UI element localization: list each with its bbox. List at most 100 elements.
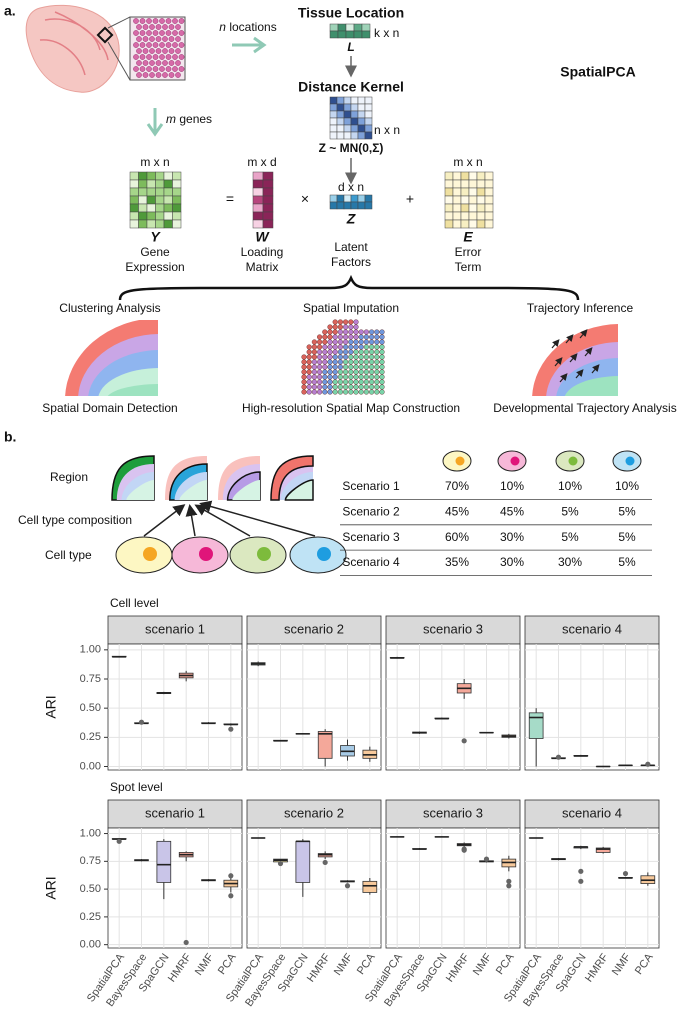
x-tick-label: PCA bbox=[494, 951, 517, 977]
nucleus bbox=[143, 547, 157, 561]
matrix-cell bbox=[336, 117, 345, 126]
matrix-cell bbox=[155, 171, 165, 181]
strip bbox=[385, 799, 521, 829]
box bbox=[295, 840, 311, 883]
spot bbox=[165, 30, 172, 36]
outlier bbox=[228, 726, 234, 732]
matrix-cell bbox=[146, 211, 156, 221]
spot bbox=[146, 54, 152, 60]
y-tick-label: 0.25 bbox=[80, 731, 101, 743]
matrix-cell bbox=[357, 110, 366, 119]
matrix-cell bbox=[452, 219, 462, 229]
arrow-label: m genes bbox=[166, 112, 212, 126]
spot bbox=[379, 329, 385, 335]
spot bbox=[175, 36, 181, 42]
spot bbox=[358, 369, 364, 375]
matrix-cell bbox=[146, 179, 156, 189]
strip bbox=[524, 615, 660, 645]
spot bbox=[374, 389, 380, 395]
spot bbox=[149, 60, 155, 66]
outlier bbox=[138, 719, 145, 725]
spot bbox=[322, 334, 328, 340]
matrix-cell bbox=[146, 195, 156, 205]
matrix-dims: m x n bbox=[453, 155, 482, 169]
spot bbox=[142, 72, 149, 78]
distance-kernel-title: Distance Kernel bbox=[298, 79, 404, 95]
spot bbox=[168, 48, 175, 54]
matrix bbox=[129, 171, 182, 229]
nucleus bbox=[257, 547, 271, 561]
spot bbox=[301, 369, 307, 375]
variable: m bbox=[166, 112, 176, 126]
spot bbox=[178, 66, 185, 72]
matrix-cell bbox=[172, 179, 182, 189]
spot bbox=[348, 359, 354, 365]
spot bbox=[358, 344, 364, 350]
matrix-cell bbox=[163, 187, 173, 197]
matrix-cell bbox=[350, 131, 359, 140]
spot bbox=[337, 344, 344, 350]
spot bbox=[311, 379, 318, 385]
tissue-layer bbox=[39, 11, 109, 76]
spot bbox=[155, 72, 162, 78]
spot bbox=[379, 344, 385, 350]
matrix-cell bbox=[476, 195, 486, 205]
table-cell: 5% bbox=[618, 530, 636, 544]
matrix-cell bbox=[172, 195, 182, 205]
x-tick-label: HMRF bbox=[583, 951, 611, 984]
box bbox=[362, 880, 378, 893]
spot bbox=[348, 324, 354, 330]
matrix-dims: k x n bbox=[374, 26, 399, 40]
matrix-cell bbox=[138, 203, 148, 213]
table-cell: 10% bbox=[500, 479, 524, 493]
y-tick-label: 0.50 bbox=[80, 702, 101, 714]
spot bbox=[358, 339, 364, 345]
spot bbox=[136, 60, 142, 66]
region-layer bbox=[284, 479, 314, 501]
spot bbox=[343, 334, 349, 340]
matrix-cell bbox=[138, 171, 148, 181]
matrix-cell bbox=[343, 117, 352, 126]
spot bbox=[306, 344, 312, 350]
spot bbox=[172, 54, 178, 60]
outlier bbox=[277, 860, 284, 867]
spot bbox=[348, 379, 354, 385]
matrix-cell bbox=[357, 201, 366, 210]
spot bbox=[327, 349, 333, 355]
box bbox=[595, 847, 611, 853]
spot bbox=[332, 369, 338, 375]
spot bbox=[317, 334, 323, 340]
x-tick-label: PCA bbox=[216, 951, 239, 977]
matrix-cell bbox=[345, 30, 355, 39]
matrix-cell bbox=[357, 103, 366, 112]
matrix-cell bbox=[262, 219, 274, 229]
outlier bbox=[461, 847, 467, 853]
spot bbox=[337, 334, 344, 340]
spot bbox=[149, 36, 155, 42]
spot bbox=[353, 359, 359, 365]
matrix-cell bbox=[252, 187, 264, 197]
spot bbox=[343, 389, 349, 395]
spot bbox=[337, 379, 344, 385]
spot bbox=[374, 369, 380, 375]
matrix-symbol: E bbox=[463, 229, 473, 245]
nucleus bbox=[317, 547, 331, 561]
matrix-cell bbox=[129, 211, 139, 221]
facet-title: scenario 1 bbox=[145, 805, 205, 820]
y-tick-label: 0.00 bbox=[80, 939, 101, 951]
spot bbox=[374, 374, 380, 380]
y-tick-label: 1.00 bbox=[80, 644, 101, 656]
matrix-cell bbox=[252, 203, 264, 213]
nucleus bbox=[199, 547, 213, 561]
matrix-cell bbox=[252, 195, 264, 205]
term-label: Error Term bbox=[455, 245, 482, 274]
spot bbox=[332, 349, 338, 355]
chart-title: Cell level bbox=[110, 596, 159, 610]
spot bbox=[369, 384, 375, 390]
matrix bbox=[444, 171, 494, 229]
row-label: Cell type composition bbox=[18, 513, 132, 527]
spot bbox=[142, 60, 149, 66]
matrix-cell bbox=[163, 171, 173, 181]
matrix-cell bbox=[460, 179, 470, 189]
